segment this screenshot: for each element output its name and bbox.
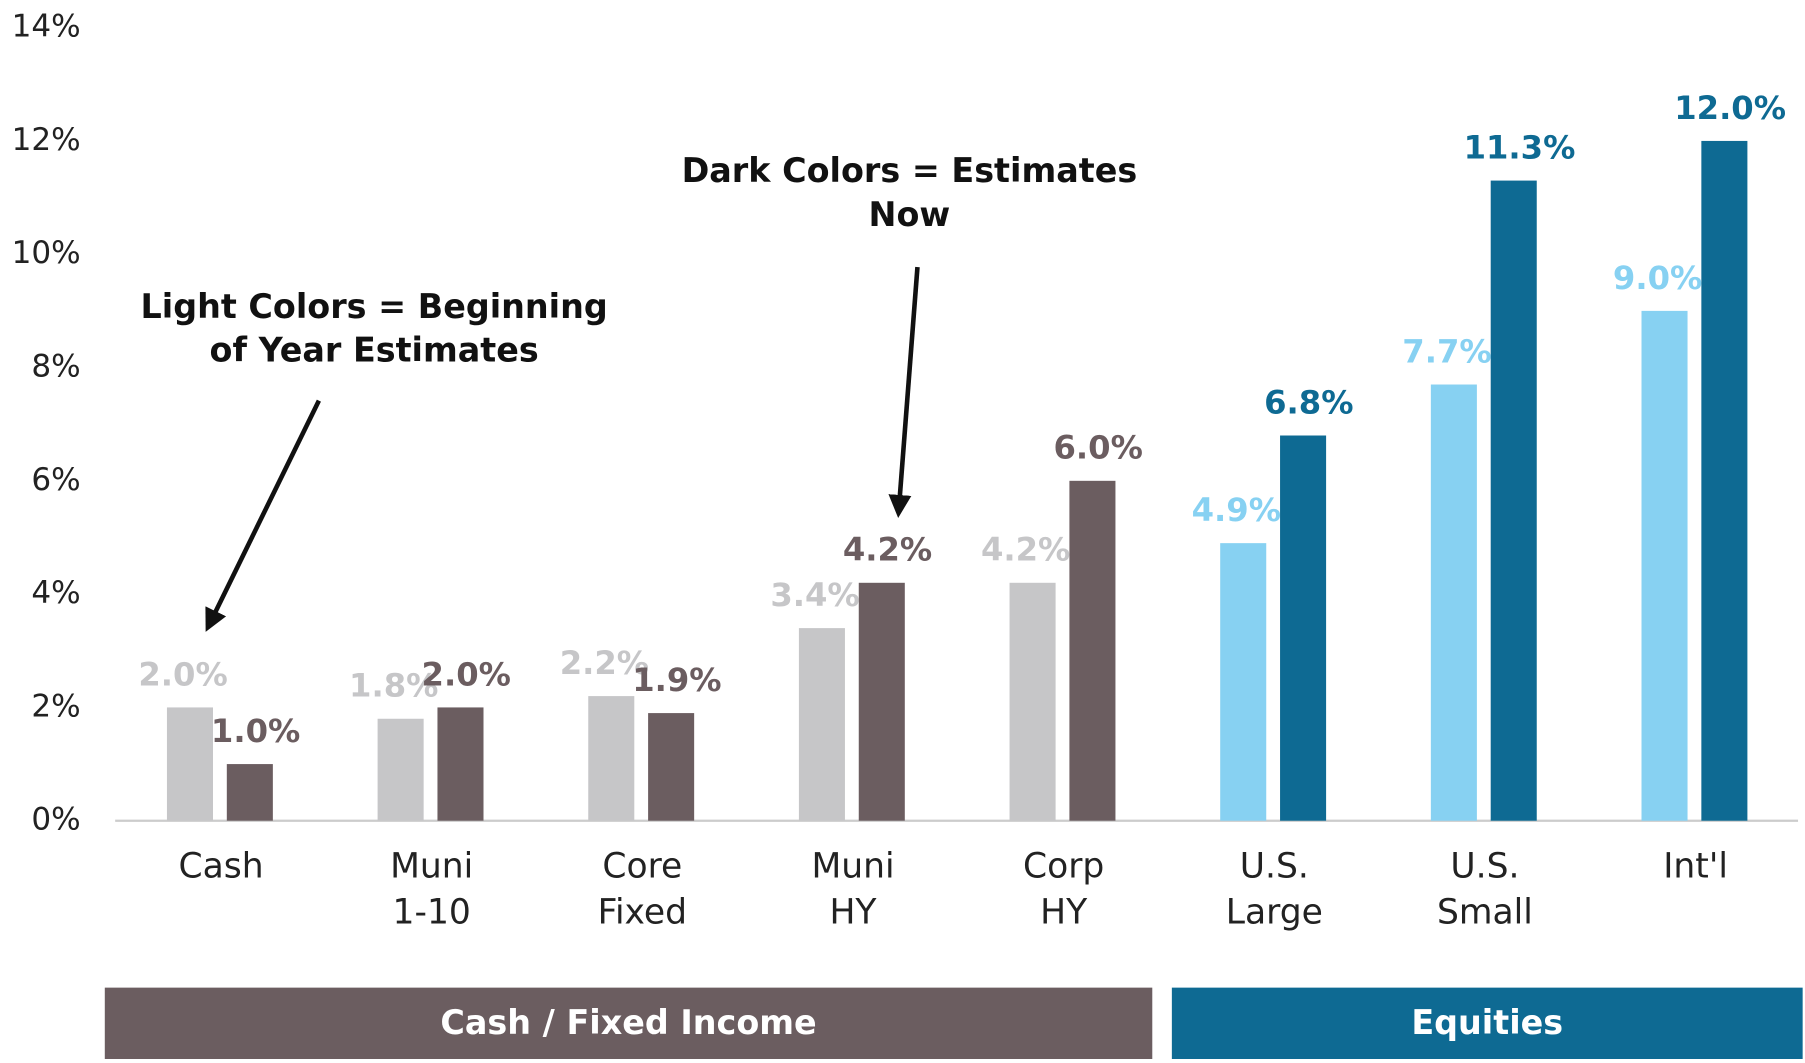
- y-tick-label: 6%: [31, 462, 80, 498]
- x-tick-label: U.S.: [1450, 846, 1519, 886]
- group-band: [104, 987, 1153, 1059]
- x-tick-label: Cash: [179, 846, 264, 886]
- y-tick-label: 12%: [12, 122, 81, 158]
- annotation: Now: [869, 195, 951, 234]
- y-tick-label: 10%: [12, 235, 81, 271]
- bar: [166, 707, 213, 821]
- y-tick-label: 8%: [31, 349, 80, 385]
- value-label: 1.9%: [632, 661, 721, 699]
- y-tick-label: 0%: [31, 802, 80, 838]
- value-label: 1.0%: [211, 712, 300, 750]
- value-label: 6.0%: [1054, 429, 1143, 467]
- value-label: 4.9%: [1192, 491, 1281, 529]
- arrow: [888, 266, 920, 518]
- bar: [1069, 480, 1116, 821]
- value-label: 6.8%: [1264, 383, 1353, 421]
- value-label: 3.4%: [770, 576, 859, 614]
- value-label: 1.8%: [349, 667, 438, 705]
- bar: [588, 696, 635, 821]
- value-label: 2.0%: [422, 655, 511, 693]
- x-tick-label: Muni: [811, 846, 894, 886]
- bar: [226, 764, 273, 821]
- group-label: Cash / Fixed Income: [440, 1003, 816, 1042]
- bar: [648, 713, 695, 821]
- annotation: Dark Colors = Estimates: [682, 151, 1138, 190]
- bar: [798, 628, 845, 821]
- x-tick-label: Small: [1437, 892, 1533, 932]
- bar: [1430, 384, 1477, 821]
- x-tick-label: Int'l: [1663, 846, 1728, 886]
- bar: [1009, 582, 1056, 821]
- x-tick-label: 1-10: [393, 892, 471, 932]
- x-tick-label: Fixed: [598, 892, 687, 932]
- y-tick-label: 14%: [12, 9, 81, 45]
- annotation: Light Colors = Beginning: [141, 287, 608, 326]
- value-label: 4.2%: [981, 531, 1070, 569]
- bar: [1280, 435, 1327, 821]
- value-label: 2.2%: [560, 644, 649, 682]
- x-tick-label: HY: [829, 892, 877, 932]
- bar: [1220, 543, 1267, 821]
- group-label: Equities: [1411, 1003, 1563, 1042]
- value-label: 7.7%: [1402, 332, 1491, 370]
- value-label: 12.0%: [1674, 89, 1786, 127]
- x-tick-label: Muni: [390, 846, 473, 886]
- group-band: [1171, 987, 1803, 1059]
- arrow: [205, 399, 321, 632]
- value-label: 11.3%: [1464, 129, 1576, 167]
- bar: [377, 718, 424, 821]
- y-tick-label: 2%: [31, 688, 80, 724]
- bar: [1701, 140, 1748, 821]
- x-tick-label: U.S.: [1240, 846, 1309, 886]
- x-tick-label: HY: [1040, 892, 1088, 932]
- x-tick-label: Large: [1226, 892, 1323, 932]
- value-label: 2.0%: [138, 655, 227, 693]
- bar: [858, 582, 905, 821]
- y-tick-label: 4%: [31, 575, 80, 611]
- bar: [1641, 310, 1688, 821]
- value-label: 4.2%: [843, 531, 932, 569]
- x-tick-label: Core: [602, 846, 682, 886]
- value-label: 9.0%: [1613, 259, 1702, 297]
- bar: [1490, 180, 1537, 821]
- x-tick-label: Corp: [1023, 846, 1104, 886]
- annotation: of Year Estimates: [210, 331, 539, 370]
- bar: [437, 707, 484, 821]
